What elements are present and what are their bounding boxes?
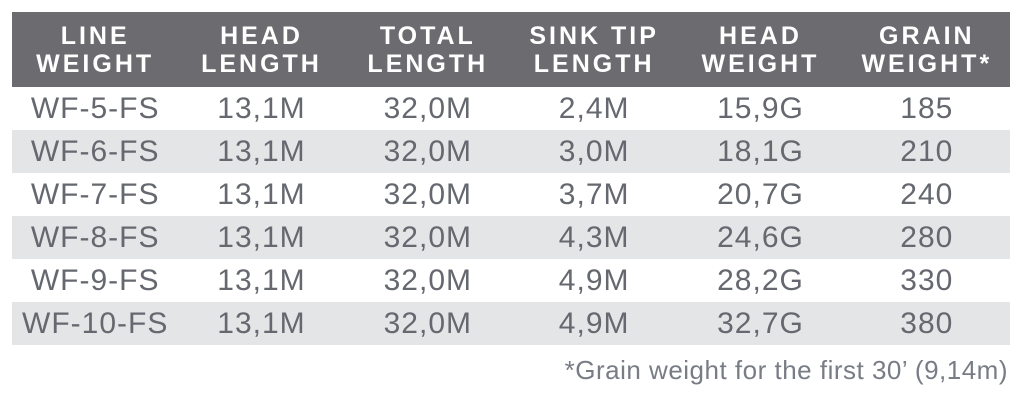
table-cell: 380 [900, 306, 954, 340]
col-header-head-length: HEAD LENGTH [178, 12, 345, 87]
table-cell: 15,9G [717, 91, 804, 125]
table-cell: WF-8-FS [30, 220, 160, 254]
table-cell: WF-9-FS [30, 263, 160, 297]
table-cell: WF-6-FS [30, 134, 160, 168]
table-cell: 2,4M [558, 91, 630, 125]
table-cell: WF-7-FS [30, 177, 160, 211]
header-line: WEIGHT [36, 49, 155, 78]
header-line: LINE [60, 21, 130, 50]
table-cell: WF-5-FS [30, 91, 160, 125]
col-header-total-length: TOTAL LENGTH [344, 12, 511, 87]
table-cell: 280 [900, 220, 954, 254]
header-line: WEIGHT [701, 49, 820, 78]
table-body: WF-5-FS 13,1M 32,0M 2,4M 15,9G 185 WF-6-… [12, 87, 1010, 345]
header-line: WEIGHT* [861, 49, 993, 78]
table-cell: 18,1G [717, 134, 804, 168]
table-row: WF-6-FS 13,1M 32,0M 3,0M 18,1G 210 [12, 130, 1010, 173]
table-cell: 13,1M [217, 177, 306, 211]
table-cell: 32,0M [383, 177, 473, 211]
table-header: LINE WEIGHT HEAD LENGTH TOTAL LENGTH SIN… [12, 12, 1010, 87]
table-row: WF-10-FS 13,1M 32,0M 4,9M 32,7G 380 [12, 302, 1010, 345]
header-line: LENGTH [533, 49, 655, 78]
line-spec-table: LINE WEIGHT HEAD LENGTH TOTAL LENGTH SIN… [12, 12, 1010, 345]
header-row: LINE WEIGHT HEAD LENGTH TOTAL LENGTH SIN… [12, 12, 1010, 87]
table-cell: 32,0M [383, 134, 473, 168]
table-cell: WF-10-FS [22, 306, 169, 340]
table-cell: 13,1M [217, 91, 306, 125]
col-header-grain-weight: GRAIN WEIGHT* [843, 12, 1010, 87]
table-cell: 185 [900, 91, 954, 125]
header-line: HEAD [719, 21, 802, 50]
header-line: LENGTH [201, 49, 322, 78]
table-cell: 330 [900, 263, 954, 297]
table-cell: 32,0M [383, 91, 473, 125]
table-cell: 13,1M [217, 134, 306, 168]
table-cell: 4,3M [558, 220, 630, 254]
table-cell: 240 [900, 177, 954, 211]
header-line: LENGTH [367, 49, 489, 78]
header-line: HEAD [220, 21, 303, 50]
col-header-head-weight: HEAD WEIGHT [677, 12, 844, 87]
table-cell: 32,7G [717, 306, 804, 340]
table-cell: 32,0M [383, 306, 473, 340]
col-header-line-weight: LINE WEIGHT [12, 12, 179, 87]
table-cell: 4,9M [558, 306, 630, 340]
table-row: WF-9-FS 13,1M 32,0M 4,9M 28,2G 330 [12, 259, 1010, 302]
table-cell: 28,2G [717, 263, 804, 297]
table-row: WF-7-FS 13,1M 32,0M 3,7M 20,7G 240 [12, 173, 1010, 216]
table-cell: 20,7G [717, 177, 804, 211]
col-header-sink-tip-length: SINK TIP LENGTH [510, 12, 678, 87]
table-cell: 32,0M [383, 263, 473, 297]
table-cell: 3,0M [558, 134, 630, 168]
table-row: WF-8-FS 13,1M 32,0M 4,3M 24,6G 280 [12, 216, 1010, 259]
table-cell: 4,9M [558, 263, 630, 297]
table-cell: 13,1M [217, 220, 306, 254]
table-cell: 210 [900, 134, 954, 168]
table-row: WF-5-FS 13,1M 32,0M 2,4M 15,9G 185 [12, 87, 1010, 130]
table-cell: 13,1M [217, 263, 306, 297]
table-container: LINE WEIGHT HEAD LENGTH TOTAL LENGTH SIN… [12, 12, 1010, 386]
header-line: TOTAL [379, 21, 476, 50]
header-line: SINK TIP [529, 21, 659, 50]
table-cell: 24,6G [717, 220, 804, 254]
table-cell: 13,1M [217, 306, 306, 340]
grain-weight-footnote: *Grain weight for the first 30’ (9,14m) [564, 355, 1008, 385]
table-cell: 3,7M [558, 177, 630, 211]
header-line: GRAIN [879, 21, 975, 50]
table-cell: 32,0M [383, 220, 473, 254]
